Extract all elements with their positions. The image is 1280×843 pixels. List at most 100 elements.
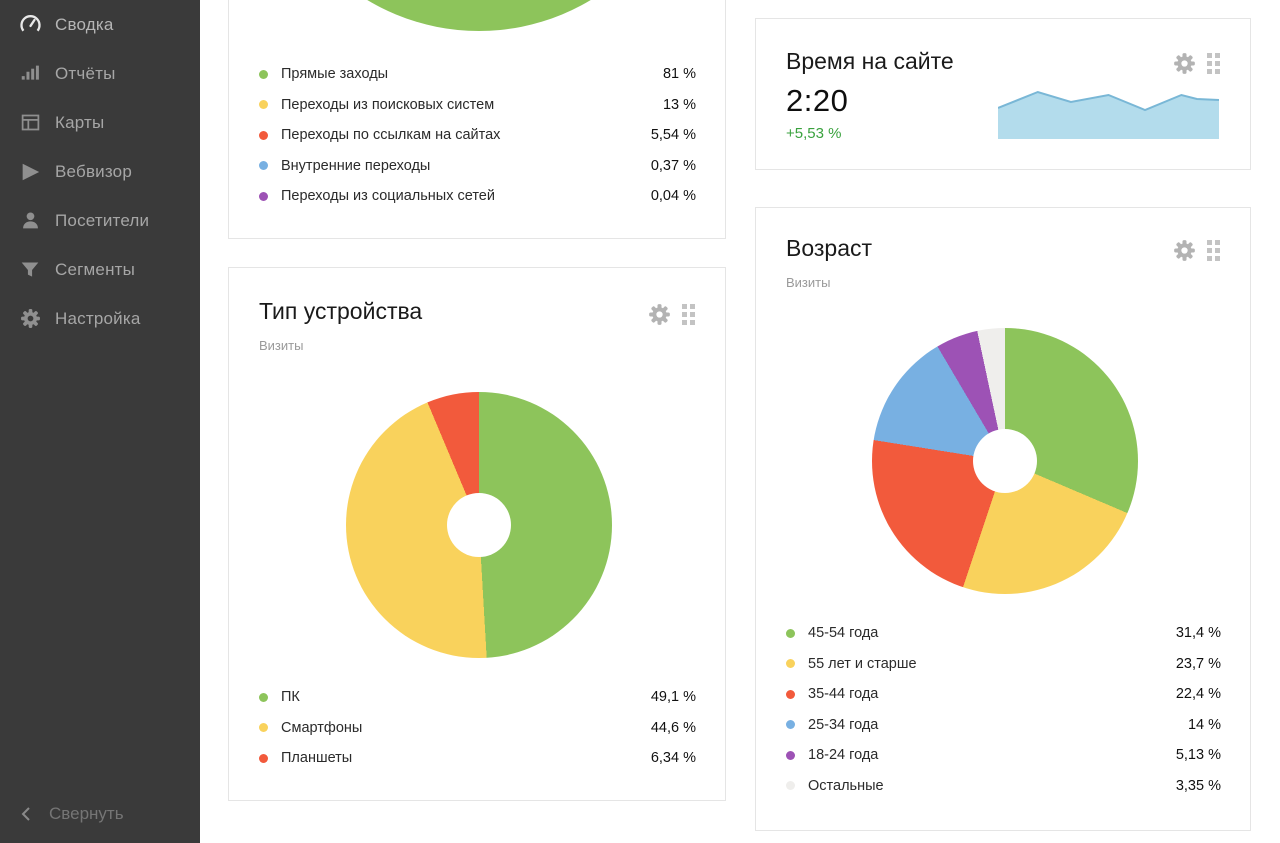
legend-dot-icon xyxy=(259,753,268,763)
speedometer-icon xyxy=(18,13,42,37)
legend-value: 23,7 % xyxy=(1175,655,1221,672)
legend-dot-icon xyxy=(786,720,795,730)
legend-item[interactable]: 35-44 года 22,4 % xyxy=(786,679,1221,710)
play-icon xyxy=(18,160,42,184)
person-icon xyxy=(18,209,42,233)
legend-dot-icon xyxy=(786,781,795,791)
legend-item[interactable]: ПК 49,1 % xyxy=(259,682,696,713)
legend-label: Остальные xyxy=(808,777,884,794)
time-on-site-value: 2:20 xyxy=(786,83,849,118)
age-pie-chart[interactable] xyxy=(872,328,1138,594)
legend-item[interactable]: 25-34 года 14 % xyxy=(786,710,1221,741)
widget-subtitle: Визиты xyxy=(259,338,304,353)
legend-item[interactable]: Переходы по ссылкам на сайтах 5,54 % xyxy=(259,120,696,151)
legend-label: 25-34 года xyxy=(808,716,879,733)
device-type-widget: Тип устройства Визиты ПК 49,1 % Смартфоны 4… xyxy=(228,267,726,801)
sidebar-item-webvisor[interactable]: Вебвизор xyxy=(0,147,200,196)
sidebar-nav: Сводка Отчёты Карты Вебвизор Посетители xyxy=(0,0,200,343)
sidebar-item-reports[interactable]: Отчёты xyxy=(0,49,200,98)
widget-settings-gear-icon[interactable] xyxy=(1173,239,1196,262)
legend-dot-icon xyxy=(259,130,268,140)
legend-value: 5,13 % xyxy=(1175,747,1221,764)
legend-dot-icon xyxy=(259,692,268,702)
age-widget: Возраст Визиты 45-54 года 31,4 % 55 лет и … xyxy=(755,207,1251,831)
sidebar-item-label: Вебвизор xyxy=(55,161,132,181)
legend-item[interactable]: 45-54 года 31,4 % xyxy=(786,618,1221,649)
legend-item[interactable]: 55 лет и старше 23,7 % xyxy=(786,649,1221,680)
widget-subtitle: Визиты xyxy=(786,275,831,290)
sidebar-item-label: Сегменты xyxy=(55,259,136,279)
device-type-legend: ПК 49,1 % Смартфоны 44,6 % Планшеты 6,34 % xyxy=(259,682,696,774)
legend-label: 45-54 года xyxy=(808,625,879,642)
legend-value: 49,1 % xyxy=(650,689,696,706)
sidebar-item-settings[interactable]: Настройка xyxy=(0,294,200,343)
legend-value: 6,34 % xyxy=(650,750,696,767)
legend-label: ПК xyxy=(281,689,300,706)
legend-value: 0,04 % xyxy=(650,188,696,205)
legend-label: Планшеты xyxy=(281,750,353,767)
sparkline-area xyxy=(998,92,1219,139)
sidebar-item-segments[interactable]: Сегменты xyxy=(0,245,200,294)
legend-value: 0,37 % xyxy=(650,157,696,174)
legend-value: 44,6 % xyxy=(650,719,696,736)
legend-label: Прямые заходы xyxy=(281,66,389,83)
legend-item[interactable]: Прямые заходы 81 % xyxy=(259,59,696,90)
legend-label: 55 лет и старше xyxy=(808,655,917,672)
gear-icon xyxy=(18,307,42,331)
legend-item[interactable]: Переходы из социальных сетей 0,04 % xyxy=(259,181,696,212)
sidebar-item-label: Сводка xyxy=(55,14,114,34)
legend-dot-icon xyxy=(259,69,268,79)
legend-label: Смартфоны xyxy=(281,719,363,736)
sidebar-item-label: Карты xyxy=(55,112,105,132)
sidebar-item-visitors[interactable]: Посетители xyxy=(0,196,200,245)
legend-dot-icon xyxy=(786,689,795,699)
legend-label: 35-44 года xyxy=(808,686,879,703)
widget-drag-handle-icon[interactable] xyxy=(1207,240,1220,261)
legend-label: Переходы по ссылкам на сайтах xyxy=(281,127,501,144)
widget-drag-handle-icon[interactable] xyxy=(1207,53,1220,74)
legend-item[interactable]: Смартфоны 44,6 % xyxy=(259,713,696,744)
sidebar-item-label: Посетители xyxy=(55,210,150,230)
traffic-sources-widget: Прямые заходы 81 % Переходы из поисковых с… xyxy=(228,0,726,239)
sparkline-line xyxy=(998,92,1219,110)
legend-dot-icon xyxy=(259,100,268,110)
legend-item[interactable]: Планшеты 6,34 % xyxy=(259,743,696,774)
sidebar-item-summary[interactable]: Сводка xyxy=(0,0,200,49)
legend-label: Внутренние переходы xyxy=(281,157,431,174)
legend-item[interactable]: Внутренние переходы 0,37 % xyxy=(259,151,696,182)
legend-value: 5,54 % xyxy=(650,127,696,144)
legend-dot-icon xyxy=(786,750,795,760)
widget-title: Тип устройства xyxy=(259,298,423,324)
time-on-site-sparkline xyxy=(998,89,1219,139)
layout-icon xyxy=(18,111,42,135)
traffic-sources-legend: Прямые заходы 81 % Переходы из поисковых с… xyxy=(259,59,696,212)
bar-chart-icon xyxy=(18,62,42,86)
legend-dot-icon xyxy=(786,628,795,638)
legend-value: 3,35 % xyxy=(1175,777,1221,794)
legend-label: Переходы из социальных сетей xyxy=(281,188,495,205)
legend-label: Переходы из поисковых систем xyxy=(281,96,495,113)
traffic-sources-pie-chart[interactable] xyxy=(262,0,696,31)
widget-settings-gear-icon[interactable] xyxy=(648,303,671,326)
chevron-left-icon xyxy=(20,806,32,822)
legend-label: 18-24 года xyxy=(808,747,879,764)
legend-item[interactable]: 18-24 года 5,13 % xyxy=(786,740,1221,771)
age-legend: 45-54 года 31,4 % 55 лет и старше 23,7 % 35-… xyxy=(786,618,1221,801)
legend-value: 22,4 % xyxy=(1175,686,1221,703)
collapse-label: Свернуть xyxy=(49,804,124,823)
legend-item[interactable]: Остальные 3,35 % xyxy=(786,771,1221,802)
legend-item[interactable]: Переходы из поисковых систем 13 % xyxy=(259,90,696,121)
legend-value: 13 % xyxy=(662,96,696,113)
legend-dot-icon xyxy=(786,659,795,669)
device-type-pie-chart[interactable] xyxy=(346,392,612,658)
widget-drag-handle-icon[interactable] xyxy=(682,304,695,325)
sidebar-item-label: Настройка xyxy=(55,308,141,328)
sidebar-item-maps[interactable]: Карты xyxy=(0,98,200,147)
collapse-button[interactable]: Свернуть xyxy=(0,793,200,835)
widget-title: Время на сайте xyxy=(786,48,954,74)
legend-dot-icon xyxy=(259,161,268,171)
widget-title: Возраст xyxy=(786,235,873,261)
sidebar-item-label: Отчёты xyxy=(55,63,116,83)
widget-settings-gear-icon[interactable] xyxy=(1173,52,1196,75)
legend-value: 14 % xyxy=(1187,716,1221,733)
